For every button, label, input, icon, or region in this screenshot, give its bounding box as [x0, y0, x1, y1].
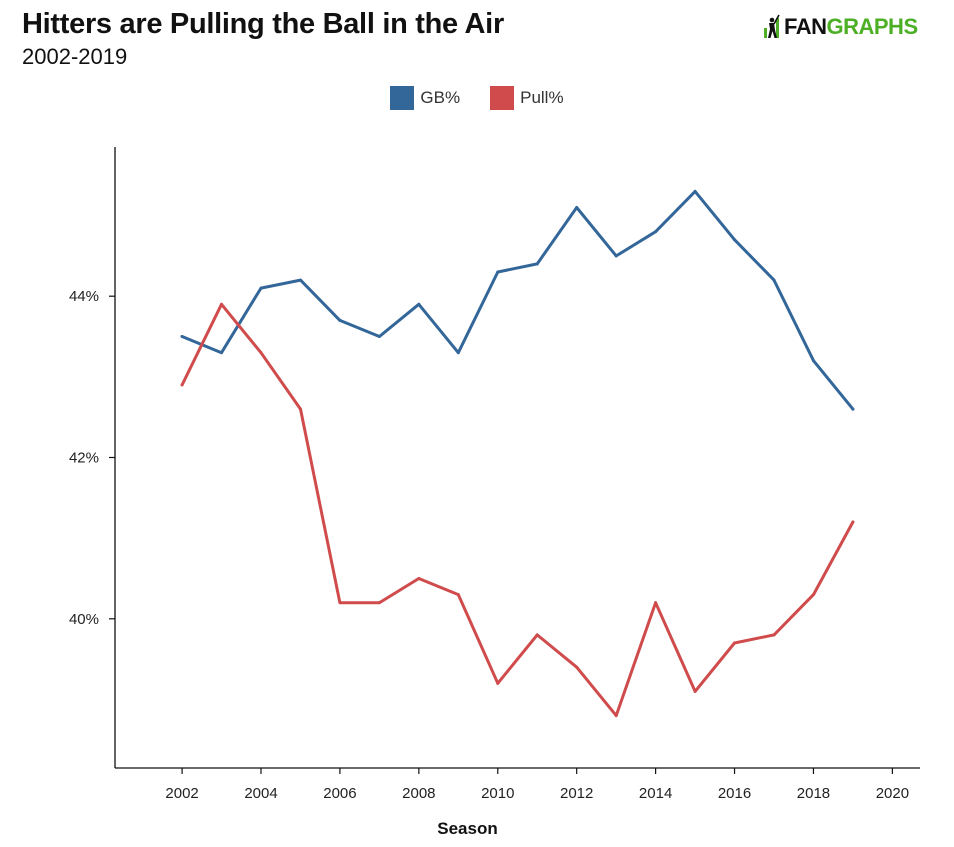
legend: GB% Pull% [0, 86, 954, 110]
x-tick-label: 2010 [481, 785, 514, 802]
data-point-pull [772, 633, 776, 637]
batter-logo-icon [764, 14, 780, 38]
x-tick-label: 2012 [560, 785, 593, 802]
data-point-gb [220, 351, 224, 355]
y-tick-label: 40% [69, 611, 99, 628]
data-point-gb [417, 302, 421, 306]
data-point-pull [456, 593, 460, 597]
legend-item-pull: Pull% [490, 86, 564, 110]
data-point-pull [259, 351, 263, 355]
data-point-gb [535, 262, 539, 266]
data-point-gb [575, 205, 579, 209]
tick-labels: 2002 2004 2006 2008 2010 2012 2014 2016 2018 2020… [69, 288, 909, 838]
y-tick-label: 44% [69, 288, 99, 305]
series-lines [180, 189, 855, 718]
fangraphs-logo: FANGRAPHS [762, 14, 918, 40]
x-tick-label: 2014 [639, 785, 672, 802]
legend-swatch-gb [390, 86, 415, 110]
data-point-pull [298, 407, 302, 411]
x-tick-label: 2016 [718, 785, 751, 802]
data-point-pull [180, 383, 184, 387]
legend-label-pull: Pull% [520, 88, 564, 107]
data-point-gb [811, 359, 815, 363]
data-point-gb [851, 407, 855, 411]
data-point-pull [377, 601, 381, 605]
chart-title: Hitters are Pulling the Ball in the Air [22, 8, 504, 40]
x-tick-label: 2008 [402, 785, 435, 802]
series-line-gb [180, 189, 855, 411]
data-point-gb [298, 278, 302, 282]
logo-wordmark: FANGRAPHS [784, 14, 918, 40]
data-point-pull [575, 665, 579, 669]
data-point-pull [535, 633, 539, 637]
data-point-pull [693, 689, 697, 693]
data-point-pull [851, 520, 855, 524]
x-tick-label: 2002 [165, 785, 198, 802]
data-point-gb [614, 254, 618, 258]
x-tick-label: 2018 [797, 785, 830, 802]
x-tick-label: 2006 [323, 785, 356, 802]
logo-text-graphs: GRAPHS [826, 14, 919, 39]
series-line-pull [180, 302, 855, 718]
x-axis-title: Season [437, 819, 497, 838]
y-tick-label: 42% [69, 450, 99, 467]
data-point-pull [220, 302, 224, 306]
data-point-gb [456, 351, 460, 355]
data-point-pull [733, 641, 737, 645]
data-point-gb [654, 230, 658, 234]
data-point-gb [180, 335, 184, 339]
data-point-gb [693, 189, 697, 193]
axes [109, 147, 920, 774]
data-point-gb [733, 238, 737, 242]
chart-subtitle: 2002-2019 [22, 44, 128, 69]
logo-text-fan: FAN [784, 14, 827, 39]
legend-label-gb: GB% [420, 88, 461, 107]
x-tick-label: 2020 [876, 785, 909, 802]
data-point-pull [614, 714, 618, 718]
data-point-gb [772, 278, 776, 282]
data-point-gb [496, 270, 500, 274]
data-point-gb [377, 335, 381, 339]
legend-swatch-pull [490, 86, 515, 110]
legend-item-gb: GB% [390, 86, 460, 110]
data-point-gb [259, 286, 263, 290]
data-point-pull [654, 601, 658, 605]
data-point-pull [496, 681, 500, 685]
data-point-gb [338, 318, 342, 322]
x-tick-label: 2004 [244, 785, 277, 802]
data-point-pull [338, 601, 342, 605]
data-point-pull [417, 576, 421, 580]
data-point-pull [811, 593, 815, 597]
